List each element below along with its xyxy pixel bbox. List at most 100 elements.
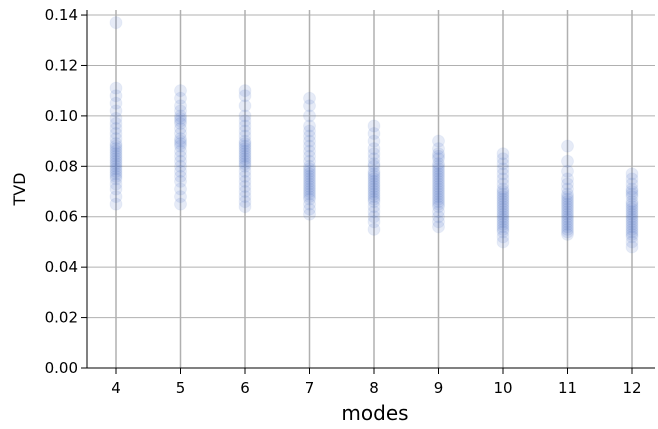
y-tick-label: 0.06 [45, 208, 78, 226]
scatter-point [432, 157, 445, 171]
scatter-point [367, 142, 381, 156]
scatter-point [432, 177, 445, 191]
scatter-point [238, 124, 252, 138]
scatter-point [238, 164, 252, 178]
scatter-point [625, 225, 639, 239]
scatter-point [109, 16, 123, 30]
scatter-point [496, 212, 510, 226]
scatter-point [109, 111, 123, 125]
x-tick-label: 8 [369, 379, 379, 397]
scatter-point [496, 152, 510, 166]
scatter-point [303, 144, 316, 158]
scatter-point [561, 187, 574, 201]
scatter-point [432, 142, 445, 156]
scatter-point [238, 99, 252, 113]
scatter-point [496, 222, 510, 236]
scatter-point [496, 205, 510, 219]
x-tick-label: 4 [111, 379, 121, 397]
scatter-point [174, 174, 187, 188]
scatter-point [238, 137, 252, 151]
scatter-point [367, 192, 381, 206]
scatter-point [238, 195, 252, 209]
scatter-point [367, 174, 381, 188]
scatter-point [238, 169, 252, 183]
scatter-point [109, 149, 123, 163]
scatter-point [432, 197, 445, 211]
scatter-point [367, 134, 381, 148]
scatter-point [174, 190, 187, 204]
scatter-point [561, 200, 574, 214]
scatter-point [561, 190, 574, 204]
scatter-point [109, 137, 123, 151]
scatter-point [432, 205, 445, 219]
scatter-point [109, 162, 123, 176]
y-tick-label: 0.00 [45, 359, 78, 377]
scatter-point [561, 217, 574, 231]
scatter-point [174, 164, 187, 178]
scatter-point [109, 127, 123, 141]
y-tick-label: 0.10 [45, 107, 78, 125]
scatter-point [625, 190, 639, 204]
scatter-point [174, 134, 187, 148]
scatter-point [109, 177, 123, 191]
scatter-point [238, 142, 252, 156]
scatter-point [174, 159, 187, 173]
scatter-point [432, 152, 445, 166]
scatter-point [303, 207, 316, 221]
scatter-point [625, 230, 639, 244]
scatter-point [109, 182, 123, 196]
scatter-point [174, 139, 187, 153]
scatter-point [109, 169, 123, 183]
scatter-point [625, 185, 639, 199]
scatter-point [496, 162, 510, 176]
scatter-point [432, 185, 445, 199]
scatter-point [561, 154, 574, 168]
scatter-point [238, 147, 252, 161]
scatter-point [367, 215, 381, 229]
scatter-point [432, 164, 445, 178]
grid-lines [87, 10, 655, 369]
scatter-point [174, 121, 187, 135]
scatter-point [174, 84, 187, 98]
scatter-point [432, 192, 445, 206]
scatter-point [174, 116, 187, 130]
scatter-point [174, 99, 187, 113]
scatter-point [174, 169, 187, 183]
scatter-point [625, 227, 639, 241]
scatter-point [109, 147, 123, 161]
scatter-point [432, 159, 445, 173]
y-axis-label: TVD [10, 172, 29, 206]
scatter-point [238, 129, 252, 143]
scatter-point [496, 215, 510, 229]
scatter-point [367, 200, 381, 214]
scatter-point [496, 147, 510, 161]
x-tick-label: 7 [305, 379, 315, 397]
scatter-point [625, 205, 639, 219]
scatter-point [109, 144, 123, 158]
scatter-point [303, 91, 316, 105]
scatter-point [367, 222, 381, 236]
scatter-point [561, 192, 574, 206]
scatter-point [625, 217, 639, 231]
scatter-point [174, 154, 187, 168]
scatter-point [174, 111, 187, 125]
scatter-point [174, 91, 187, 105]
scatter-point [303, 179, 316, 193]
scatter-point [174, 137, 187, 151]
scatter-point [432, 190, 445, 204]
scatter-point [109, 89, 123, 103]
scatter-point [367, 179, 381, 193]
scatter-point [432, 169, 445, 183]
scatter-point [367, 159, 381, 173]
scatter-point [303, 119, 316, 133]
scatter-point [174, 114, 187, 128]
scatter-point [561, 220, 574, 234]
scatter-point [367, 182, 381, 196]
scatter-point [238, 185, 252, 199]
scatter-point [367, 195, 381, 209]
scatter-point [367, 119, 381, 133]
scatter-point [238, 149, 252, 163]
scatter-point [496, 192, 510, 206]
scatter-point [561, 205, 574, 219]
